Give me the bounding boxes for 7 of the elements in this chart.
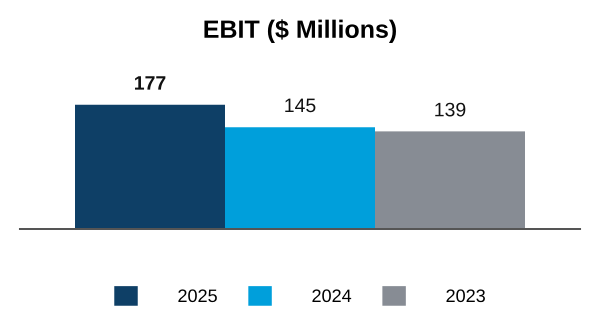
legend-label: 2024 — [312, 289, 352, 302]
chart-title: EBIT ($ Millions) — [204, 19, 396, 43]
data-label: 177 — [135, 76, 166, 90]
legend-label: 2023 — [446, 289, 485, 302]
data-label: 145 — [285, 98, 316, 112]
legend-label: 2025 — [178, 289, 217, 302]
data-label: 139 — [435, 102, 466, 116]
